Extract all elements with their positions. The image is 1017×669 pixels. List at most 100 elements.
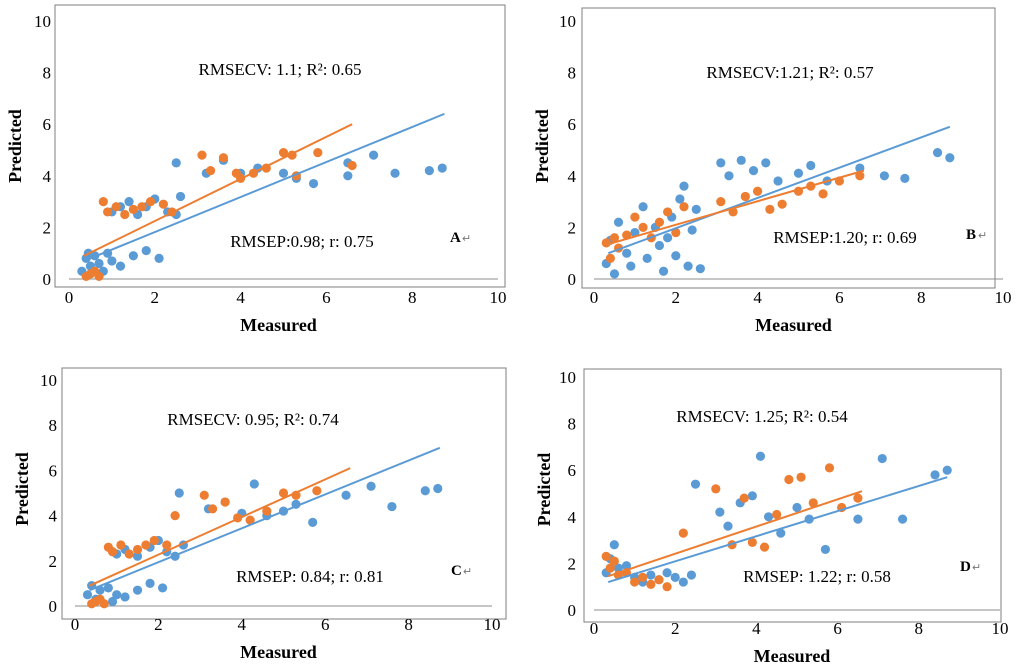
data-point: [278, 168, 289, 178]
data-point: [98, 197, 108, 207]
x-tick-label: 0: [71, 615, 80, 634]
y-axis-title: Predicted: [12, 452, 32, 526]
data-point: [175, 191, 186, 202]
annotation-rmsecv: RMSECV: 1.1; R²: 0.65: [198, 60, 361, 79]
data-point: [220, 497, 230, 507]
data-point: [245, 515, 255, 525]
data-point: [853, 493, 863, 503]
data-point: [679, 202, 689, 212]
data-point: [670, 572, 680, 582]
data-point: [747, 491, 757, 501]
data-point: [879, 171, 889, 181]
data-point: [609, 269, 620, 279]
chart-panel-c: 0 2 4 6 8 10 0 2 4 6 8 10 Measured Predicted RMSECV: 0…: [12, 367, 507, 662]
data-point: [368, 150, 379, 160]
y-tick-label: 6: [568, 461, 577, 480]
data-point: [646, 570, 656, 580]
data-point: [695, 264, 705, 274]
trendline-blue: [607, 125, 951, 255]
data-point: [806, 160, 816, 171]
data-point: [437, 163, 447, 173]
data-point: [642, 253, 652, 263]
data-point: [824, 463, 835, 473]
data-point: [601, 238, 611, 248]
data-point: [120, 592, 130, 602]
data-point: [145, 197, 156, 207]
paragraph-mark-icon: ↵: [462, 233, 471, 245]
data-point: [687, 225, 697, 235]
data-point: [154, 253, 164, 263]
data-point: [120, 209, 130, 220]
y-tick-label: 0: [49, 597, 58, 616]
data-point: [145, 578, 155, 589]
paragraph-mark-icon: ↵: [463, 566, 472, 578]
data-point: [621, 561, 632, 571]
plot-frame: [581, 7, 996, 289]
annotation-rmsecv: RMSECV: 1.25; R²: 0.54: [676, 407, 848, 426]
data-point: [107, 256, 117, 266]
data-point: [132, 585, 143, 595]
data-point: [341, 490, 351, 500]
data-point: [82, 590, 93, 600]
data-point: [716, 197, 726, 207]
panel-letter: D: [960, 559, 971, 575]
data-point: [747, 537, 757, 548]
data-point: [197, 150, 207, 160]
data-point: [424, 166, 434, 176]
x-tick-label: 4: [752, 619, 761, 638]
x-axis-title: Measured: [754, 646, 831, 666]
data-point: [601, 551, 611, 562]
annotation-rmsep: RMSEP:0.98; r: 0.75: [230, 232, 374, 251]
data-point: [662, 582, 672, 592]
data-point: [663, 233, 673, 243]
data-point: [111, 202, 121, 212]
x-tick-label: 8: [917, 288, 926, 307]
trendline-blue: [83, 112, 445, 262]
data-point: [654, 217, 665, 227]
y-tick-label: 0: [568, 601, 577, 620]
annotation-rmsecv: RMSECV:1.21; R²: 0.57: [706, 63, 874, 82]
data-point: [773, 176, 783, 186]
plot-frame: [583, 368, 1002, 623]
data-point: [115, 261, 126, 271]
x-tick-label: 6: [835, 288, 844, 307]
y-tick-label: 4: [568, 508, 577, 527]
data-point: [613, 563, 623, 573]
data-point: [662, 568, 672, 578]
data-point: [613, 217, 624, 227]
data-point: [932, 147, 943, 158]
data-point: [347, 160, 357, 171]
data-point: [132, 551, 143, 561]
y-tick-label: 2: [49, 552, 58, 571]
data-point: [132, 544, 143, 555]
x-tick-label: 8: [915, 619, 924, 638]
data-point: [605, 563, 615, 573]
data-point: [433, 483, 443, 494]
y-tick-label: 0: [568, 270, 577, 289]
data-point: [761, 158, 771, 168]
data-point: [107, 547, 118, 557]
data-point: [158, 199, 168, 209]
data-point: [663, 207, 673, 217]
y-axis-title: Predicted: [532, 109, 552, 183]
data-point: [683, 261, 693, 271]
x-tick-label: 4: [236, 288, 245, 307]
panel-letter: A: [450, 230, 461, 246]
paragraph-mark-icon: ↵: [972, 562, 981, 574]
data-point: [671, 251, 681, 261]
data-point: [116, 540, 126, 550]
y-tick-label: 6: [49, 461, 58, 480]
data-point: [691, 204, 701, 214]
x-tick-label: 10: [484, 615, 501, 634]
data-point: [723, 521, 733, 531]
data-point: [671, 227, 681, 238]
y-tick-label: 2: [43, 218, 52, 237]
data-point: [312, 486, 322, 496]
y-tick-label: 0: [43, 270, 52, 289]
data-point: [877, 453, 887, 464]
data-point: [313, 147, 323, 158]
data-point: [124, 197, 134, 207]
x-tick-label: 10: [490, 288, 507, 307]
data-point: [777, 199, 787, 209]
data-point: [390, 168, 400, 178]
